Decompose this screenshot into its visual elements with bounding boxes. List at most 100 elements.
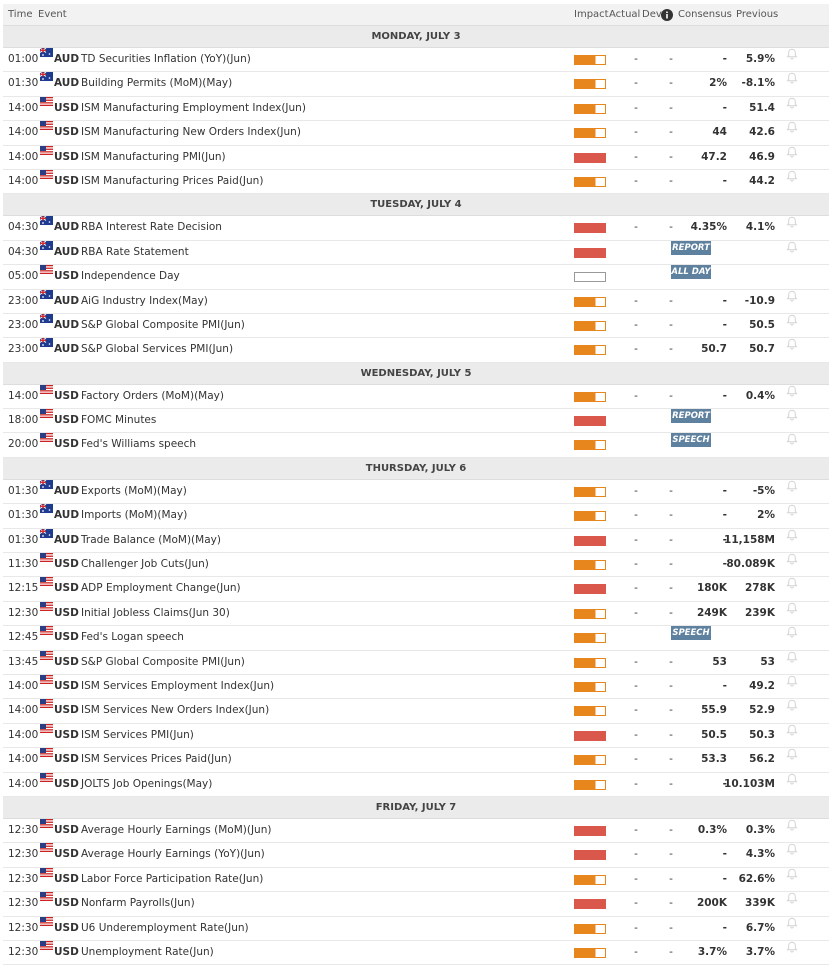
event-time: 23:00	[8, 294, 39, 307]
alert-bell[interactable]	[786, 385, 798, 397]
event-time: 14:00	[8, 150, 39, 163]
alert-bell[interactable]	[786, 72, 798, 84]
dev: -	[669, 101, 673, 114]
event-row[interactable]: 11:30 USD Challenger Job Cuts(Jun) - - -80.08…	[3, 553, 829, 578]
alert-bell[interactable]	[786, 748, 798, 760]
event-row[interactable]: 18:00 USD FOMC Minutes REPORT	[3, 409, 829, 434]
currency: AUD	[54, 533, 80, 546]
event-row[interactable]: 01:30 AUD Imports (MoM)(May) - - - 2%	[3, 503, 829, 529]
flag-icon	[40, 265, 53, 275]
flag-icon	[40, 145, 53, 155]
alert-bell[interactable]	[786, 480, 798, 492]
flag-icon	[40, 674, 53, 684]
event-name: S&P Global Services PMI(Jun)	[81, 343, 234, 356]
alert-bell[interactable]	[786, 553, 798, 565]
alert-bell[interactable]	[786, 892, 798, 904]
alert-bell[interactable]	[786, 97, 798, 109]
event-row[interactable]: 14:00 USD ISM Manufacturing Prices Paid(Ju…	[3, 169, 829, 195]
flag-icon	[39, 503, 53, 514]
event-row[interactable]: 12:15 USD ADP Employment Change(Jun) - - 180K…	[3, 577, 829, 602]
event-row[interactable]: 23:00 AUD AiG Industry Index(May) - - - -10.9	[3, 289, 829, 314]
event-row[interactable]: 14:00 USD JOLTS Job Openings(May) - - -10.103…	[3, 772, 829, 797]
event-row[interactable]: 01:30 AUD Trade Balance (MoM)(May) - - -11,15…	[3, 528, 829, 554]
consensus: 0.3%	[697, 823, 727, 836]
currency: USD	[54, 389, 79, 402]
event-row[interactable]: 14:00 USD ISM Services PMI(Jun) - - 50.5 50.3	[3, 723, 829, 749]
alert-bell[interactable]	[786, 773, 798, 785]
alert-bell[interactable]	[786, 675, 798, 687]
previous: 52.9	[749, 704, 775, 717]
event-row[interactable]: 12:30 USD Average Hourly Earnings (YoY)(Ju…	[3, 843, 829, 868]
impact-bar	[574, 947, 606, 958]
flag-icon	[39, 215, 53, 226]
event-row[interactable]: 14:00 USD ISM Services Prices Paid(Jun) - - 5…	[3, 748, 829, 773]
event-time: 01:30	[8, 484, 39, 497]
event-row[interactable]: 12:30 USD Unemployment Rate(Jun) - - 3.7% 3.7%	[3, 940, 829, 966]
dev: -	[669, 484, 673, 497]
dev: -	[669, 558, 673, 571]
event-row[interactable]: 04:30 AUD RBA Interest Rate Decision - - 4.35…	[3, 215, 829, 241]
alert-bell[interactable]	[786, 626, 798, 638]
alert-bell[interactable]	[786, 529, 798, 541]
event-row[interactable]: 01:30 AUD Exports (MoM)(May) - - - -5%	[3, 479, 829, 505]
event-row[interactable]: 13:45 USD S&P Global Composite PMI(Jun) - - 5…	[3, 650, 829, 675]
dev: -	[669, 848, 673, 861]
event-row[interactable]: 12:30 USD Average Hourly Earnings (MoM)(Ju…	[3, 818, 829, 844]
previous: 339K	[744, 897, 775, 910]
alert-bell[interactable]	[786, 314, 798, 326]
event-time: 01:00	[8, 53, 39, 65]
event-row[interactable]: 14:00 USD ISM Manufacturing New Orders Ind…	[3, 121, 829, 146]
event-row[interactable]: 14:00 USD ISM Manufacturing Employment Ind…	[3, 96, 829, 122]
alert-bell[interactable]	[786, 699, 798, 711]
alert-bell[interactable]	[786, 819, 798, 831]
alert-bell[interactable]	[786, 843, 798, 855]
event-name: ISM Services New Orders Index(Jun)	[81, 704, 270, 717]
alert-bell[interactable]	[786, 170, 798, 182]
event-row[interactable]: 12:30 USD Initial Jobless Claims(Jun 30) - -…	[3, 601, 829, 627]
alert-bell[interactable]	[786, 121, 798, 133]
alert-bell[interactable]	[786, 216, 798, 228]
alert-bell[interactable]	[786, 48, 798, 60]
alert-bell[interactable]	[786, 290, 798, 302]
alert-bell[interactable]	[786, 146, 798, 158]
event-row[interactable]: 12:30 USD Labor Force Participation Rate(J…	[3, 867, 829, 893]
event-row[interactable]: 12:45 USD Fed's Logan speech SPEECH	[3, 626, 829, 651]
event-row[interactable]: 01:30 AUD Building Permits (MoM)(May) - - 2% -…	[3, 71, 829, 97]
alert-bell[interactable]	[786, 577, 798, 589]
event-row[interactable]: 01:00 AUD TD Securities Inflation (YoY)(Ju…	[3, 47, 829, 73]
impact-bar	[574, 320, 606, 331]
previous: -8.1%	[741, 77, 775, 90]
currency: AUD	[54, 77, 80, 90]
alert-bell[interactable]	[786, 941, 798, 953]
event-name: RBA Interest Rate Decision	[81, 221, 222, 234]
event-tag: REPORT	[671, 409, 711, 424]
event-name: S&P Global Composite PMI(Jun)	[81, 655, 245, 668]
alert-bell[interactable]	[786, 338, 798, 350]
event-row[interactable]: 12:30 USD U6 Underemployment Rate(Jun) - - - 6…	[3, 916, 829, 941]
event-row[interactable]: 14:00 USD ISM Services Employment Index(Ju…	[3, 674, 829, 700]
alert-bell[interactable]	[786, 504, 798, 516]
event-row[interactable]: 14:00 USD Factory Orders (MoM)(May) - - - 0.4%	[3, 384, 829, 410]
alert-bell[interactable]	[786, 433, 798, 445]
event-row[interactable]: 12:30 USD Nonfarm Payrolls(Jun) - - 200K 339K	[3, 892, 829, 917]
alert-bell[interactable]	[786, 241, 798, 253]
currency: USD	[54, 150, 79, 163]
impact-bar	[574, 779, 606, 790]
alert-bell[interactable]	[786, 651, 798, 663]
alert-bell[interactable]	[786, 409, 798, 421]
alert-bell[interactable]	[786, 724, 798, 736]
event-name: Fed's Williams speech	[81, 438, 197, 451]
event-row[interactable]: 23:00 AUD S&P Global Services PMI(Jun) - - 50…	[3, 337, 829, 363]
event-row[interactable]: 05:00 USD Independence Day ALL DAY	[3, 265, 829, 290]
info-icon[interactable]	[661, 9, 673, 21]
event-row[interactable]: 14:00 USD ISM Manufacturing PMI(Jun) - - 47.2…	[3, 145, 829, 170]
previous: 0.4%	[745, 389, 775, 402]
event-row[interactable]: 23:00 AUD S&P Global Composite PMI(Jun) - - -…	[3, 313, 829, 339]
alert-bell[interactable]	[786, 868, 798, 880]
consensus: 53	[712, 655, 727, 668]
event-row[interactable]: 14:00 USD ISM Services New Orders Index(Ju…	[3, 699, 829, 724]
alert-bell[interactable]	[786, 917, 798, 929]
event-row[interactable]: 20:00 USD Fed's Williams speech SPEECH	[3, 433, 829, 458]
event-row[interactable]: 04:30 AUD RBA Rate Statement REPORT	[3, 240, 829, 266]
alert-bell[interactable]	[786, 602, 798, 614]
